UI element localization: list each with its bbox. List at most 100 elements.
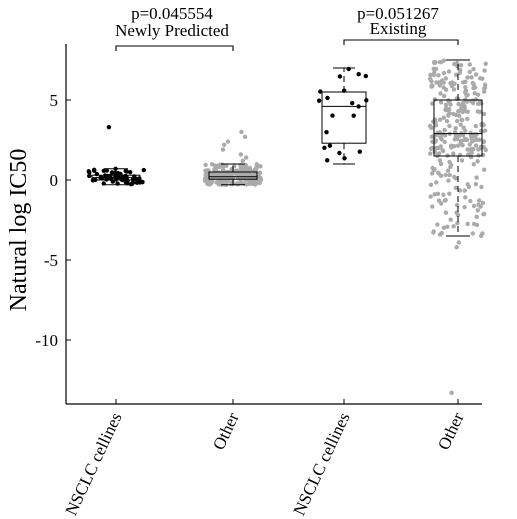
data-point <box>214 166 219 171</box>
data-point <box>435 191 441 196</box>
data-point <box>430 145 435 151</box>
data-point <box>471 67 476 72</box>
group-1-label: Newly Predicted <box>115 21 229 40</box>
data-point <box>441 80 446 85</box>
data-point <box>459 158 465 163</box>
data-point <box>87 173 92 179</box>
data-point <box>443 107 448 113</box>
data-point <box>465 75 470 80</box>
data-point <box>437 117 443 122</box>
data-point <box>466 184 472 190</box>
data-point <box>479 184 484 190</box>
data-point <box>431 66 436 72</box>
data-point <box>469 150 474 156</box>
data-point <box>465 116 470 122</box>
y-tick-label: -5 <box>44 251 58 270</box>
data-point <box>438 161 444 167</box>
y-tick-label: 0 <box>50 171 59 190</box>
data-point <box>350 100 355 106</box>
data-point <box>445 224 450 229</box>
data-point <box>476 202 481 207</box>
data-point <box>431 230 436 235</box>
data-point <box>337 74 343 79</box>
data-point <box>474 214 479 219</box>
data-point <box>429 171 435 176</box>
data-point <box>428 194 433 199</box>
data-point <box>432 149 437 154</box>
data-point <box>325 158 330 163</box>
x-tick-label: Other <box>434 409 468 452</box>
data-point <box>429 83 435 89</box>
outlier-point <box>454 245 459 250</box>
data-point <box>441 70 447 76</box>
data-point <box>448 217 453 222</box>
data-point <box>437 80 442 85</box>
data-point <box>447 107 452 112</box>
data-point <box>351 113 356 118</box>
data-point <box>437 158 443 163</box>
data-point <box>428 76 433 82</box>
data-point <box>443 172 448 178</box>
data-point <box>439 137 444 142</box>
data-point <box>472 85 478 90</box>
data-point <box>239 172 244 178</box>
data-point <box>441 225 447 230</box>
outlier-point <box>244 155 249 160</box>
data-point <box>441 115 447 120</box>
data-point <box>468 198 473 204</box>
data-point <box>481 139 486 145</box>
data-point <box>448 164 453 170</box>
data-point <box>214 175 219 180</box>
data-point <box>454 202 460 208</box>
data-point <box>470 98 476 103</box>
data-point <box>356 72 361 77</box>
data-point <box>453 185 459 190</box>
data-point <box>449 145 454 150</box>
data-point <box>438 91 443 96</box>
data-point <box>244 172 249 177</box>
data-point <box>481 167 487 172</box>
data-point <box>124 169 129 174</box>
outlier-point <box>456 240 461 245</box>
data-point <box>430 204 435 209</box>
data-point <box>444 119 450 124</box>
data-point <box>461 125 466 130</box>
data-point <box>474 175 479 180</box>
outlier-point <box>242 134 248 139</box>
data-point <box>436 73 441 78</box>
box-iqr <box>208 171 258 180</box>
data-point <box>428 182 434 187</box>
data-point <box>92 168 97 173</box>
data-point <box>325 95 330 101</box>
outlier-point <box>222 142 227 147</box>
data-point <box>451 111 456 117</box>
data-point <box>478 233 484 239</box>
data-point <box>473 123 478 129</box>
data-point <box>141 167 146 173</box>
data-point <box>244 182 249 187</box>
data-point <box>467 142 472 147</box>
data-point <box>430 101 435 106</box>
data-point <box>462 205 467 210</box>
data-point <box>437 232 443 237</box>
data-point <box>475 159 480 164</box>
data-point <box>475 208 480 213</box>
data-point <box>446 178 451 183</box>
data-point <box>432 192 437 197</box>
data-point <box>443 76 449 81</box>
data-point <box>205 181 210 186</box>
data-point <box>447 191 452 196</box>
data-point <box>458 141 463 146</box>
data-point <box>458 122 463 127</box>
data-point <box>481 212 486 217</box>
data-point <box>482 89 487 94</box>
data-point <box>443 210 449 215</box>
data-point <box>318 89 323 94</box>
data-point <box>482 128 488 133</box>
data-point <box>457 133 462 138</box>
significance-bracket <box>343 39 459 45</box>
y-tick-label: 5 <box>50 91 59 110</box>
data-point <box>477 109 483 115</box>
data-point <box>473 182 479 187</box>
